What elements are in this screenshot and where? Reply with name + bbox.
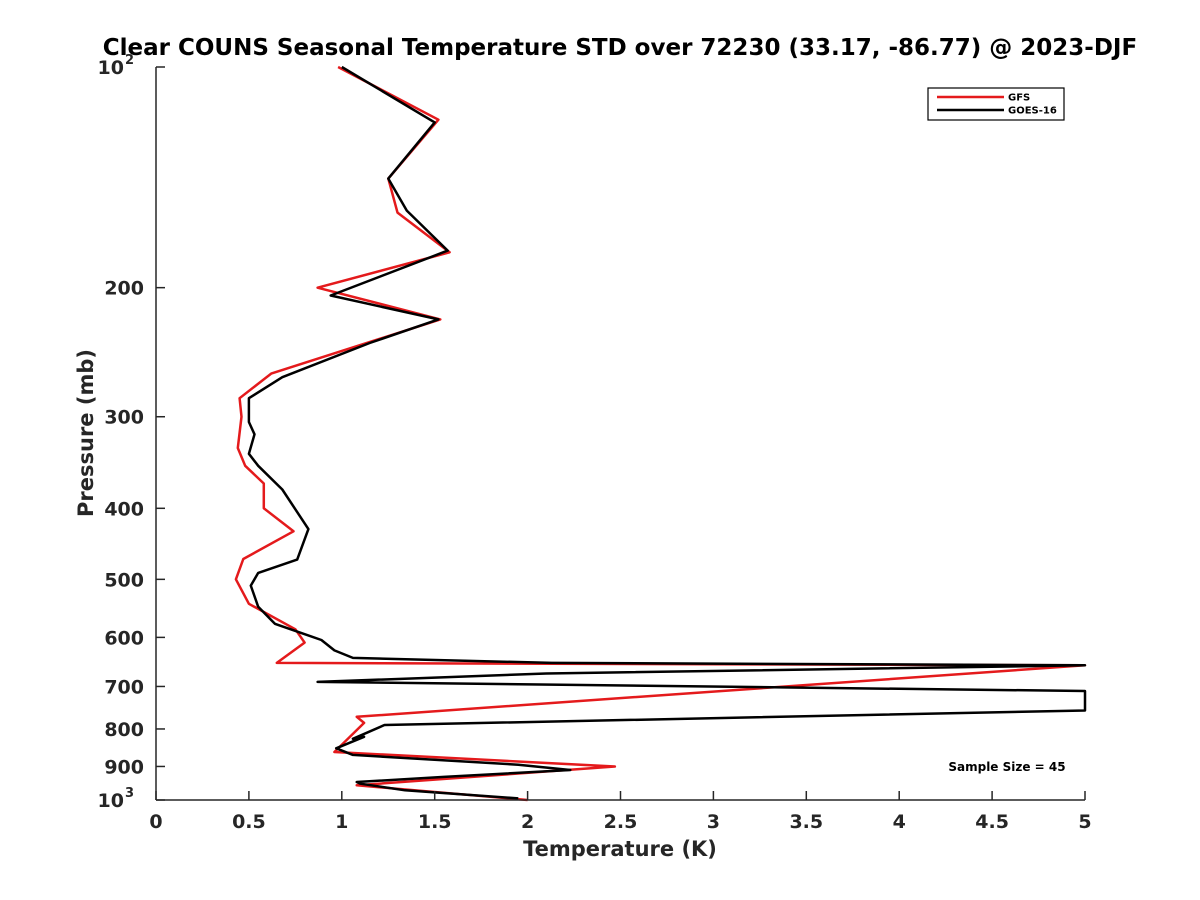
series-line-goes16 bbox=[247, 65, 1087, 800]
y-tick-label: 400 bbox=[104, 498, 144, 520]
x-tick-label: 2.5 bbox=[604, 811, 638, 833]
axes-layer: 0 0.5 1 1.5 2 2.5 3 3.5 4 4.5 510 22003004005006007… bbox=[98, 53, 1092, 833]
x-tick-label: 3 bbox=[707, 811, 720, 833]
y-tick-label: 600 bbox=[104, 627, 144, 649]
y-axis-label: Pressure (mb) bbox=[74, 349, 98, 517]
x-tick-label: 5 bbox=[1078, 811, 1091, 833]
chart-title: Clear COUNS Seasonal Temperature STD ove… bbox=[103, 35, 1137, 61]
legend: GFS GOES-16 bbox=[927, 87, 1065, 121]
y-tick-label: 700 bbox=[104, 676, 144, 698]
y-tick-label: 800 bbox=[104, 719, 144, 741]
legend-label-gfs: GFS bbox=[1008, 93, 1030, 104]
legend-label-goes16: GOES-16 bbox=[1008, 106, 1057, 117]
x-tick-label: 4.5 bbox=[975, 811, 1009, 833]
x-axis-label: Temperature (K) bbox=[523, 837, 717, 861]
legend-box bbox=[927, 87, 1065, 121]
x-tick-label: 1 bbox=[335, 811, 348, 833]
x-tick-label: 0.5 bbox=[232, 811, 266, 833]
y-tick-label: 200 bbox=[104, 278, 144, 300]
series-layer bbox=[234, 65, 1087, 802]
y-tick-label: 10 bbox=[98, 790, 124, 812]
x-tick-label: 3.5 bbox=[789, 811, 823, 833]
y-tick-label: 300 bbox=[104, 407, 144, 429]
x-tick-label: 4 bbox=[893, 811, 906, 833]
y-tick-label: 500 bbox=[104, 569, 144, 591]
sample-size-annotation: Sample Size = 45 bbox=[948, 760, 1065, 774]
x-tick-label: 2 bbox=[521, 811, 534, 833]
x-tick-label: 0 bbox=[149, 811, 162, 833]
y-tick-exponent: 2 bbox=[125, 53, 134, 68]
x-tick-label: 1.5 bbox=[418, 811, 452, 833]
y-tick-label: 900 bbox=[104, 756, 144, 778]
y-tick-label: 10 bbox=[98, 57, 124, 79]
y-tick-exponent: 3 bbox=[125, 786, 134, 801]
series-line-gfs bbox=[234, 65, 1087, 802]
